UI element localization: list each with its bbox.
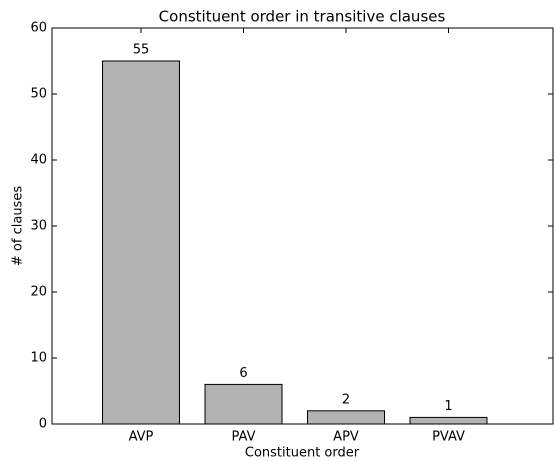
data-label: 2 bbox=[342, 392, 350, 407]
bar bbox=[204, 383, 283, 425]
y-tick-label: 30 bbox=[30, 219, 47, 234]
bar bbox=[409, 416, 488, 425]
y-tick-label: 0 bbox=[39, 417, 47, 432]
y-tick-label: 40 bbox=[30, 153, 47, 168]
y-axis-label: # of clauses bbox=[11, 186, 26, 266]
y-tick-label: 60 bbox=[30, 21, 47, 36]
plot-frame bbox=[51, 27, 554, 425]
x-tick-label: AVP bbox=[129, 430, 154, 445]
y-tick-label: 20 bbox=[30, 285, 47, 300]
bar bbox=[307, 410, 385, 425]
data-label: 1 bbox=[444, 399, 452, 414]
y-tick-label: 50 bbox=[30, 87, 47, 102]
data-label: 55 bbox=[133, 43, 150, 58]
chart-title: Constituent order in transitive clauses bbox=[159, 8, 446, 26]
x-tick-label: APV bbox=[333, 430, 359, 445]
x-tick-label: PVAV bbox=[432, 430, 465, 445]
x-tick-label: PAV bbox=[232, 430, 256, 445]
data-label: 6 bbox=[239, 366, 247, 381]
bar bbox=[102, 60, 180, 425]
y-tick-label: 10 bbox=[30, 351, 47, 366]
x-axis-label: Constituent order bbox=[245, 446, 360, 461]
